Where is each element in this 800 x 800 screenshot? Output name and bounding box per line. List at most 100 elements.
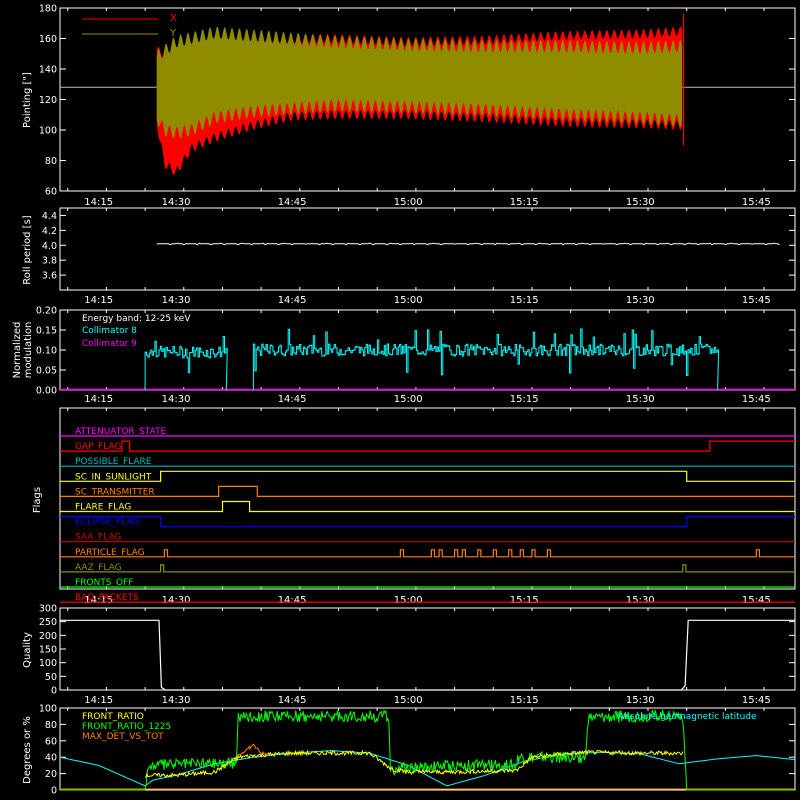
x-tick-label: 15:00 <box>394 394 423 405</box>
x-tick-label: 15:45 <box>742 695 771 706</box>
y-tick-label: 0.10 <box>36 346 57 357</box>
x-tick-label: 15:15 <box>510 595 539 606</box>
x-tick-label: 14:45 <box>278 394 307 405</box>
roll-ylabel: Roll period [s] <box>22 215 33 284</box>
ratios-panel: Degrees or % 0 20 40 60 80 100 FRONT_RATIO FR… <box>22 704 796 797</box>
flag-label: ATTENUATOR_STATE <box>75 427 167 437</box>
y-tick-label: 80 <box>45 156 57 167</box>
roll-frame <box>59 207 796 291</box>
y-tick-label: 4.2 <box>42 226 57 237</box>
x-tick-label: 15:30 <box>626 595 655 606</box>
pointing-y-ticks: 60 80 100 120 140 160 180 <box>39 4 795 198</box>
flag-line <box>60 440 795 452</box>
y-tick-label: 4.4 <box>42 211 57 222</box>
pointing-x-ticks: 14:15 14:30 14:45 15:00 15:15 15:30 15:45 <box>67 8 771 208</box>
y-tick-label: 150 <box>39 645 57 656</box>
ratios-series <box>59 708 796 791</box>
modulation-ylabel-line2: modulation <box>23 322 34 379</box>
front-ratio-line <box>145 749 684 779</box>
x-tick-label: 15:45 <box>742 595 771 606</box>
y-tick-label: 60 <box>45 187 57 198</box>
x-tick-label: 14:15 <box>84 295 113 306</box>
pointing-ylabel: Pointing ["] <box>22 72 33 128</box>
flag-line <box>60 516 795 528</box>
pointing-legend-x-label: X <box>170 13 177 24</box>
x-tick-label: 15:15 <box>510 695 539 706</box>
y-tick-label: 0.15 <box>36 326 57 337</box>
x-tick-label: 15:45 <box>742 295 771 306</box>
modulation-y-ticks: 0.00 0.05 0.10 0.15 0.20 <box>36 306 795 397</box>
roll-x-ticks: 14:15 14:30 14:45 15:00 15:15 15:30 15:45 <box>67 208 771 306</box>
flag-label: POSSIBLE_FLARE <box>75 457 152 467</box>
flag-label: PARTICLE_FLAG <box>75 548 145 558</box>
y-tick-label: 60 <box>45 736 57 747</box>
flag-line <box>60 470 795 482</box>
y-tick-label: 3.6 <box>42 271 57 282</box>
x-tick-label: 15:30 <box>626 197 655 208</box>
x-tick-label: 14:15 <box>84 595 113 606</box>
y-tick-label: 160 <box>39 34 57 45</box>
y-tick-label: 0 <box>51 786 57 797</box>
ratios-legend-front-ratio: FRONT_RATIO <box>82 712 144 722</box>
modulation-panel: Normalized modulation 0.000.050.100.150.… <box>12 306 796 405</box>
x-tick-label: 15:30 <box>626 295 655 306</box>
y-tick-label: 100 <box>39 704 57 715</box>
x-tick-label: 15:00 <box>394 595 423 606</box>
flag-label: SAA_FLAG <box>75 533 121 543</box>
y-tick-label: 100 <box>39 126 57 137</box>
ratios-annotation-geomag: Absolute geomagnetic latitude <box>618 712 757 722</box>
x-tick-label: 15:15 <box>510 295 539 306</box>
ratios-legend-front-ratio-1225: FRONT_RATIO_1225 <box>82 722 171 732</box>
quality-series <box>60 619 795 691</box>
flag-label: ECLIPSE_FLAG <box>75 518 139 528</box>
y-tick-label: 0.05 <box>36 366 57 377</box>
flags-series: ATTENUATOR_STATE GAP_FLAG POSSIBLE_FLARE SC… <box>60 427 795 603</box>
x-tick-label: 14:30 <box>162 197 191 208</box>
x-tick-label: 14:30 <box>162 595 191 606</box>
quality-ylabel: Quality <box>22 632 33 668</box>
x-tick-label: 15:15 <box>510 394 539 405</box>
flags-ylabel: Flags <box>32 487 43 513</box>
y-tick-label: 3.8 <box>42 256 57 267</box>
x-tick-label: 14:30 <box>162 295 191 306</box>
y-tick-label: 250 <box>39 617 57 628</box>
collimator-8-segment-2 <box>252 328 720 391</box>
flags-frame <box>59 407 796 590</box>
flag-label: GAP_FLAG <box>75 442 121 452</box>
flag-label: SC_TRANSMITTER <box>75 487 155 497</box>
flag-label: FLARE_FLAG <box>75 503 131 513</box>
x-tick-label: 14:45 <box>278 197 307 208</box>
x-tick-label: 15:45 <box>742 394 771 405</box>
collimator-8-segment-1 <box>144 336 228 391</box>
quality-line <box>60 619 795 691</box>
flag-line <box>60 549 795 558</box>
flag-label: SC_IN_SUNLIGHT <box>75 472 152 482</box>
x-tick-label: 15:30 <box>626 394 655 405</box>
roll-series <box>156 242 780 246</box>
flag-label: BAD_PACKETS <box>75 593 139 603</box>
y-tick-label: 140 <box>39 65 57 76</box>
y-tick-label: 20 <box>45 769 57 780</box>
modulation-ylabel-line1: Normalized <box>12 322 23 379</box>
y-tick-label: 50 <box>45 672 57 683</box>
x-tick-label: 15:00 <box>394 695 423 706</box>
flag-line <box>60 500 795 513</box>
x-tick-label: 14:30 <box>162 695 191 706</box>
y-tick-label: 100 <box>39 658 57 669</box>
x-tick-label: 14:45 <box>278 295 307 306</box>
y-tick-label: 80 <box>45 720 57 731</box>
flag-label: AAZ_FLAG <box>75 563 122 573</box>
flag-line <box>60 564 795 573</box>
y-tick-label: 0 <box>51 686 57 697</box>
x-tick-label: 15:30 <box>626 695 655 706</box>
pointing-series <box>60 14 795 176</box>
x-tick-label: 15:00 <box>394 197 423 208</box>
y-tick-label: 4.0 <box>42 241 57 252</box>
y-tick-label: 0.20 <box>36 306 57 317</box>
x-tick-label: 14:30 <box>162 394 191 405</box>
flag-label: FRONTS_OFF <box>75 578 133 588</box>
x-tick-label: 15:00 <box>394 295 423 306</box>
pointing-band-y <box>156 26 683 139</box>
